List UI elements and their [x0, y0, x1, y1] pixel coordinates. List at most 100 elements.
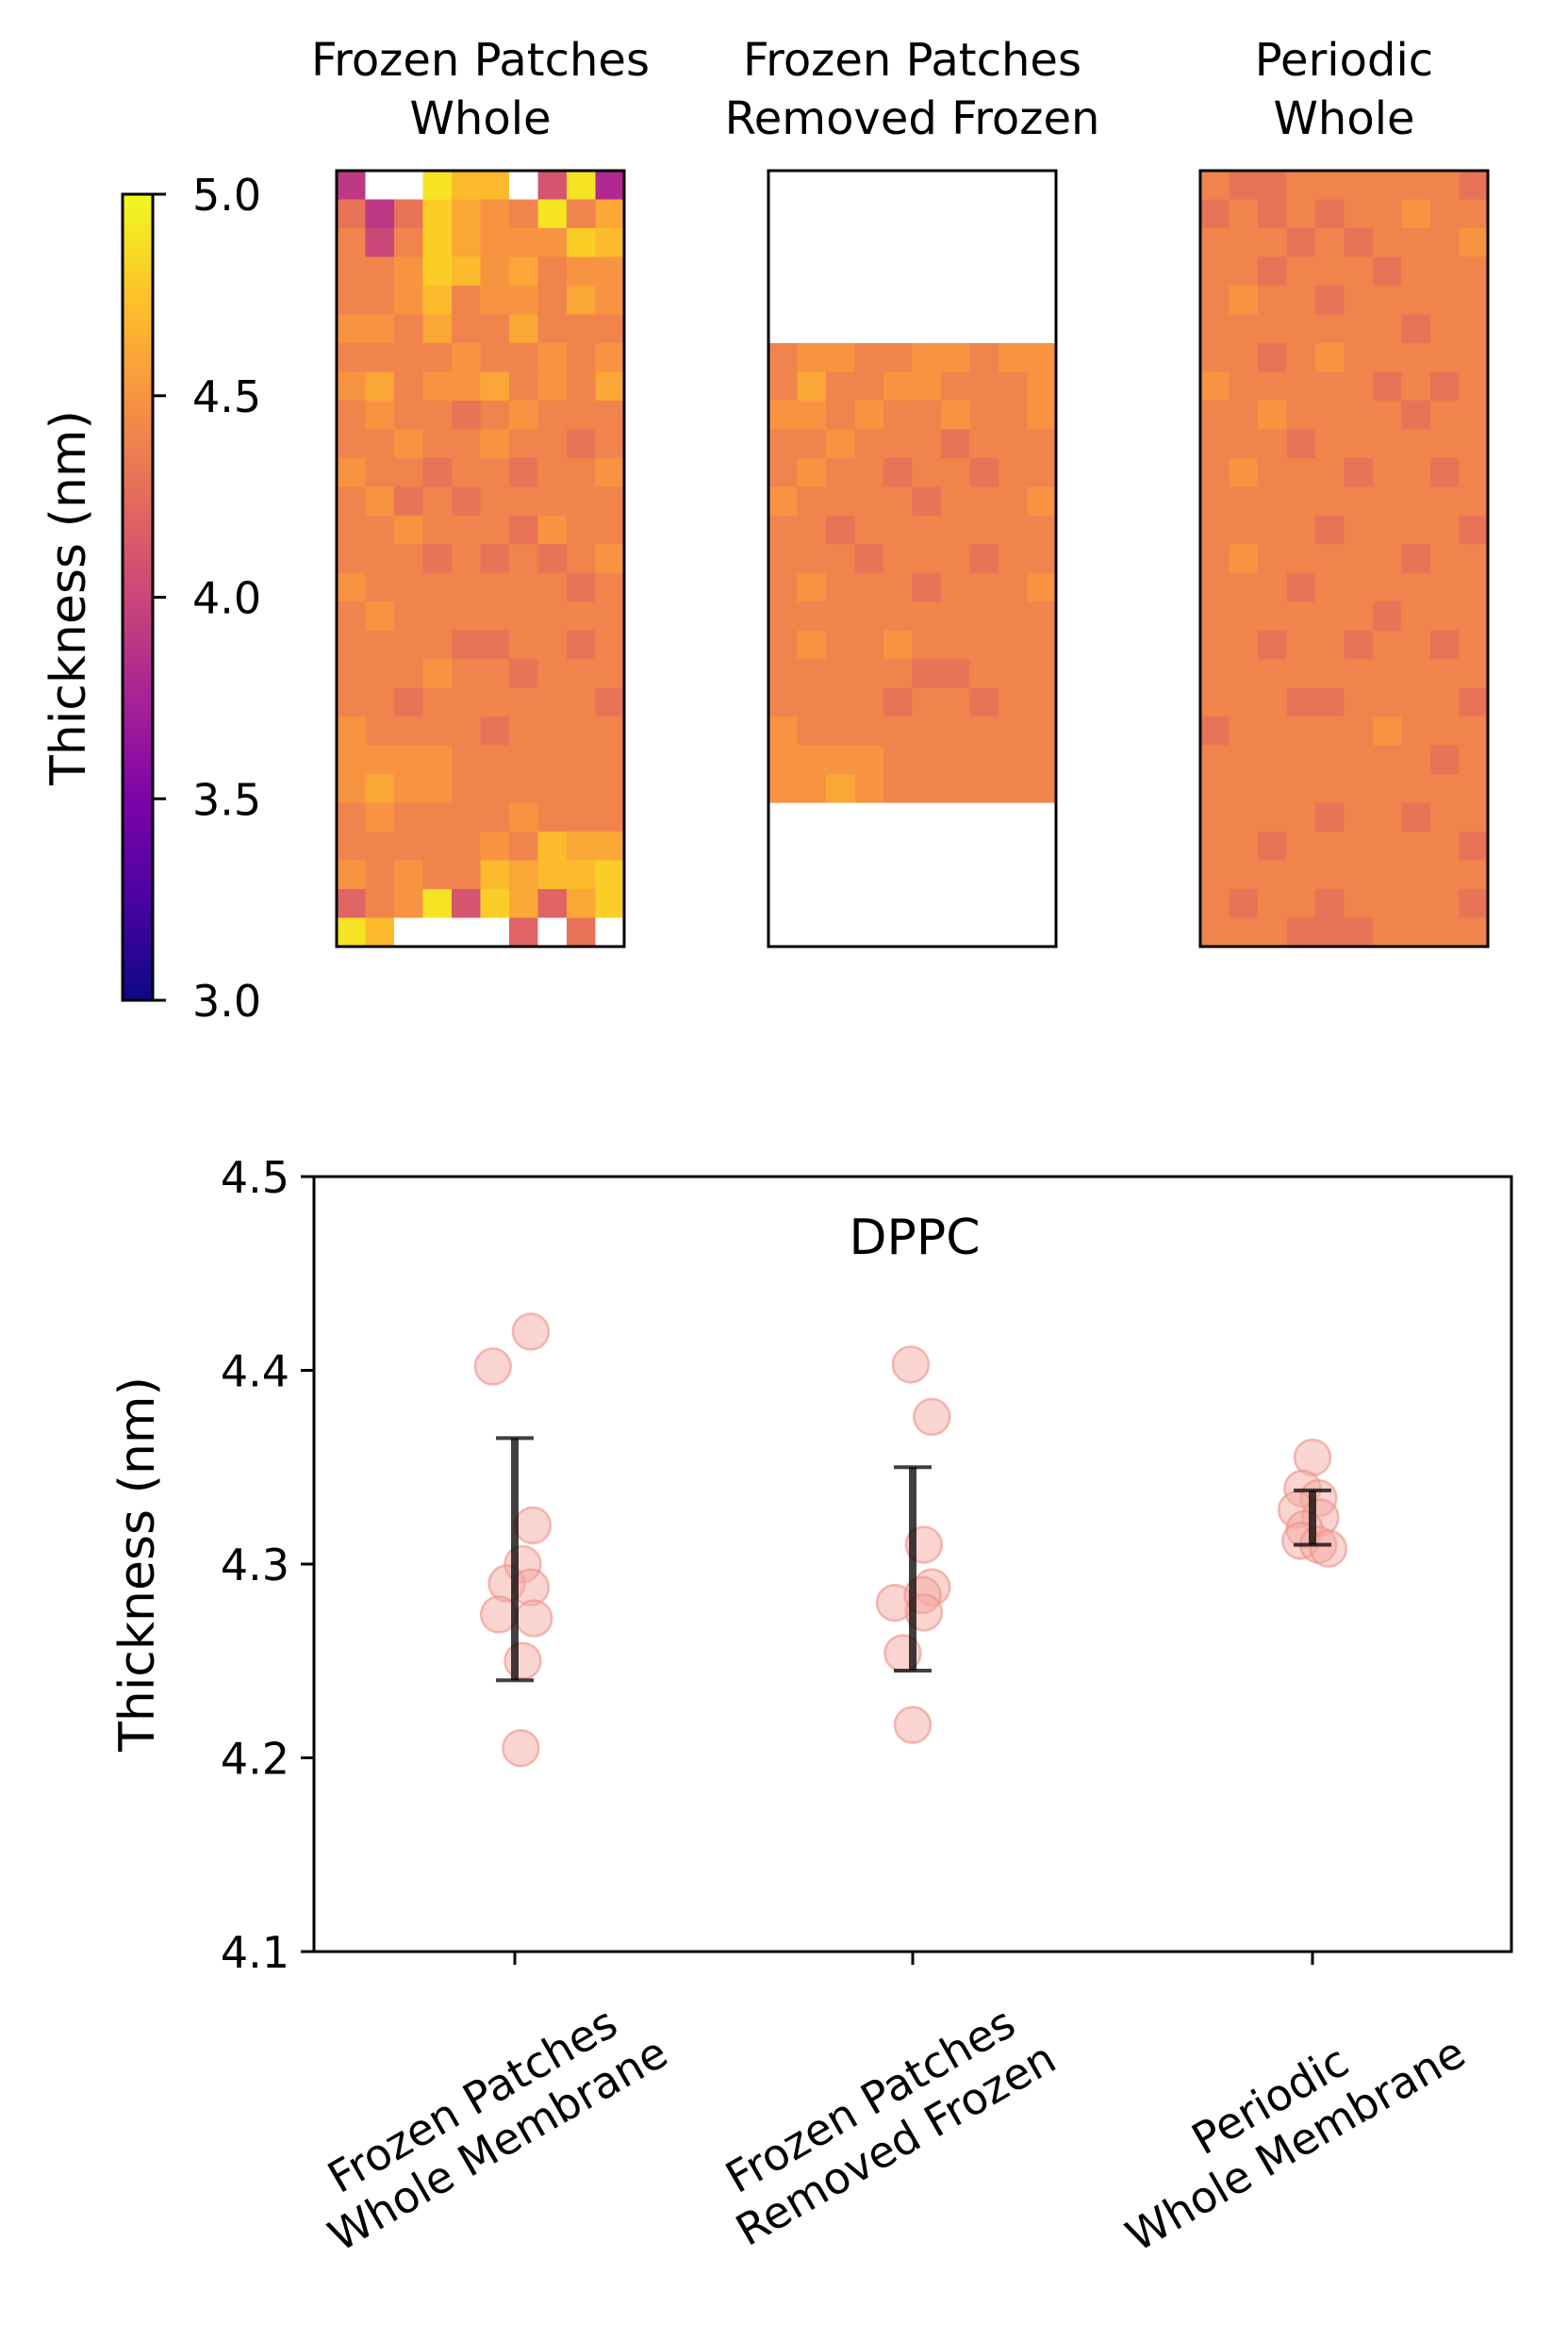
heatmap-cell — [854, 457, 884, 487]
heatmap-cell — [365, 486, 395, 517]
heatmap-cell — [1430, 171, 1461, 201]
heatmap-cell — [452, 544, 482, 574]
heatmap-cell — [509, 544, 539, 574]
heatmap-cell — [1344, 774, 1374, 804]
heatmap-cell — [480, 256, 510, 287]
heatmap-cell — [883, 256, 914, 287]
heatmap-cell — [595, 630, 625, 660]
colorbar-ticks: 5.0 4.5 4.0 3.5 3.0 — [153, 170, 261, 1027]
heatmap-cell — [509, 717, 539, 747]
heatmap-cell — [1229, 285, 1259, 316]
heatmap-cell — [768, 371, 799, 402]
heatmap-cell — [1430, 774, 1461, 804]
heatmap-cell — [509, 171, 539, 201]
heatmap-cell — [768, 601, 799, 632]
heatmap-cell — [452, 486, 482, 517]
heatmap-title-line: Periodic — [1255, 34, 1433, 87]
heatmap-cell — [1027, 774, 1057, 804]
heatmap-cell — [394, 371, 424, 402]
heatmap-cell — [999, 342, 1029, 372]
heatmap-cell — [1200, 572, 1230, 602]
heatmap-cell — [537, 314, 568, 344]
heatmap-cell — [941, 285, 971, 316]
heatmap-cell — [797, 860, 827, 890]
heatmap-cell — [1459, 515, 1489, 545]
heatmap-cell — [797, 774, 827, 804]
heatmap-cell — [1315, 572, 1345, 602]
heatmap-cell — [999, 429, 1029, 459]
heatmap-cell — [999, 171, 1029, 201]
heatmap-cell — [826, 429, 856, 459]
heatmap-cell — [1315, 486, 1345, 517]
heatmap-cell — [969, 802, 999, 832]
heatmap-cell — [1401, 227, 1431, 258]
heatmap-cell — [797, 832, 827, 862]
heatmap-cell — [1229, 687, 1259, 717]
heatmap-cell — [365, 400, 395, 430]
heatmap-cell — [480, 171, 510, 201]
heatmap-cell — [1027, 199, 1057, 229]
heatmap-cell — [480, 774, 510, 804]
heatmap-cell — [337, 860, 367, 890]
heatmap-cell — [422, 687, 453, 717]
heatmap-cell — [595, 860, 625, 890]
heatmap-cell — [1229, 774, 1259, 804]
heatmap-cell — [969, 429, 999, 459]
heatmap-cell — [1286, 774, 1316, 804]
heatmap-cell — [365, 314, 395, 344]
heatmap-cell — [797, 889, 827, 919]
heatmap-cell — [1459, 745, 1489, 775]
colorbar-label: Thickness (nm) — [41, 410, 97, 786]
heatmap-cell — [941, 457, 971, 487]
heatmap-cell — [452, 227, 482, 258]
heatmap-cell — [1315, 832, 1345, 862]
heatmap-frame — [767, 169, 1058, 948]
heatmap-cell — [567, 400, 597, 430]
heatmap-cell — [1229, 889, 1259, 919]
heatmap-cell — [422, 889, 453, 919]
heatmap-cell — [509, 572, 539, 602]
heatmap-cell — [1459, 917, 1489, 948]
heatmap-cell — [1258, 342, 1288, 372]
heatmap-cell — [1229, 227, 1259, 258]
heatmap-cell — [941, 429, 971, 459]
heatmap-cell — [883, 832, 914, 862]
heatmap-cell — [883, 515, 914, 545]
heatmap-cell — [1373, 457, 1403, 487]
heatmap-cell — [595, 572, 625, 602]
heatmap-cell — [1229, 659, 1259, 689]
heatmap-cell — [394, 314, 424, 344]
heatmap-cell — [768, 687, 799, 717]
heatmap-cell — [1229, 717, 1259, 747]
heatmap-cell — [337, 601, 367, 632]
heatmap-cell — [1344, 314, 1374, 344]
heatmap-cell — [595, 342, 625, 372]
heatmap-cell — [854, 544, 884, 574]
heatmap-cell — [365, 429, 395, 459]
heatmap-cell — [595, 889, 625, 919]
heatmap-cell — [567, 544, 597, 574]
heatmap-cell — [1286, 227, 1316, 258]
heatmap-cell — [999, 917, 1029, 948]
heatmap-title-line: Removed Frozen — [725, 92, 1100, 145]
heatmap-cell — [1373, 285, 1403, 316]
heatmap-cell — [1430, 314, 1461, 344]
heatmap-cell — [1229, 860, 1259, 890]
heatmap-cell — [452, 342, 482, 372]
heatmap-cell — [509, 659, 539, 689]
heatmap-cell — [1430, 601, 1461, 632]
scatter-y-tick-label: 4.5 — [221, 1152, 289, 1203]
heatmap-cell — [567, 802, 597, 832]
heatmap-cell — [999, 199, 1029, 229]
heatmap-cell — [1373, 717, 1403, 747]
heatmap-cell — [422, 400, 453, 430]
heatmap-cell — [912, 171, 942, 201]
heatmap-cell — [537, 371, 568, 402]
heatmap-cell — [394, 199, 424, 229]
heatmap-cell — [797, 457, 827, 487]
heatmap-cell — [567, 889, 597, 919]
heatmap-cell — [826, 457, 856, 487]
heatmap-cell — [941, 544, 971, 574]
heatmap-cell — [452, 400, 482, 430]
heatmap-cell — [826, 515, 856, 545]
